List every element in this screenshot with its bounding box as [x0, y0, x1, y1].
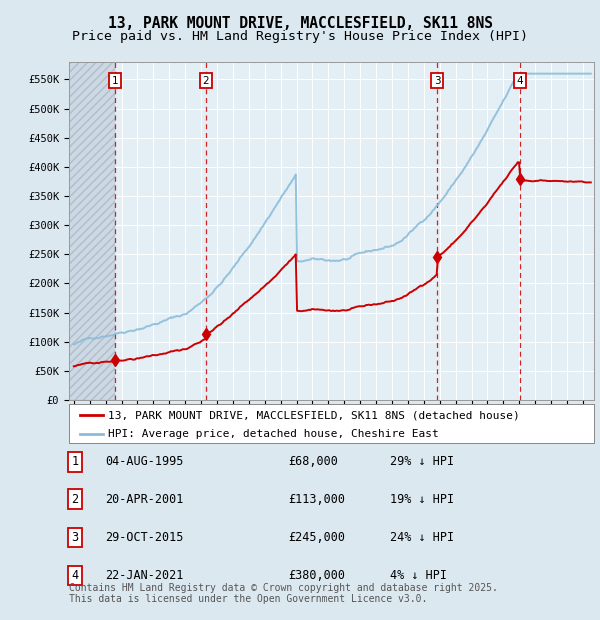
Bar — [69, 62, 115, 400]
Text: 20-APR-2001: 20-APR-2001 — [105, 493, 184, 505]
Text: £68,000: £68,000 — [288, 456, 338, 468]
Text: 19% ↓ HPI: 19% ↓ HPI — [390, 493, 454, 505]
Text: 1: 1 — [71, 456, 79, 468]
Text: £380,000: £380,000 — [288, 569, 345, 582]
Text: 4: 4 — [71, 569, 79, 582]
Text: 1: 1 — [112, 76, 118, 86]
Text: 2: 2 — [203, 76, 209, 86]
Text: Price paid vs. HM Land Registry's House Price Index (HPI): Price paid vs. HM Land Registry's House … — [72, 30, 528, 43]
Text: 13, PARK MOUNT DRIVE, MACCLESFIELD, SK11 8NS (detached house): 13, PARK MOUNT DRIVE, MACCLESFIELD, SK11… — [109, 410, 520, 420]
Text: 4: 4 — [517, 76, 523, 86]
Text: 22-JAN-2021: 22-JAN-2021 — [105, 569, 184, 582]
Text: 24% ↓ HPI: 24% ↓ HPI — [390, 531, 454, 544]
Text: Contains HM Land Registry data © Crown copyright and database right 2025.
This d: Contains HM Land Registry data © Crown c… — [69, 583, 498, 604]
Text: 04-AUG-1995: 04-AUG-1995 — [105, 456, 184, 468]
Text: 29-OCT-2015: 29-OCT-2015 — [105, 531, 184, 544]
Text: 4% ↓ HPI: 4% ↓ HPI — [390, 569, 447, 582]
Text: 29% ↓ HPI: 29% ↓ HPI — [390, 456, 454, 468]
Text: 13, PARK MOUNT DRIVE, MACCLESFIELD, SK11 8NS: 13, PARK MOUNT DRIVE, MACCLESFIELD, SK11… — [107, 16, 493, 30]
Bar — [69, 62, 115, 400]
Text: 2: 2 — [71, 493, 79, 505]
Text: £245,000: £245,000 — [288, 531, 345, 544]
Text: HPI: Average price, detached house, Cheshire East: HPI: Average price, detached house, Ches… — [109, 428, 439, 438]
Text: 3: 3 — [71, 531, 79, 544]
Text: £113,000: £113,000 — [288, 493, 345, 505]
Text: 3: 3 — [434, 76, 440, 86]
